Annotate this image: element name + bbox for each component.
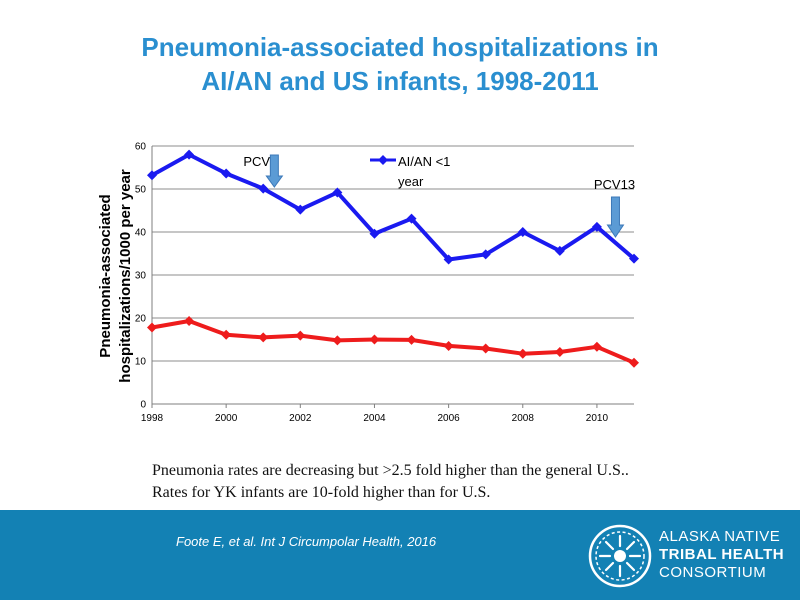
- data-point: [332, 187, 343, 198]
- data-point: [258, 332, 269, 343]
- legend-marker-aian: [378, 155, 388, 165]
- slide-title-line-1: Pneumonia-associated hospitalizations in: [141, 32, 659, 62]
- legend-label-line-1: AI/AN <1: [398, 154, 450, 169]
- citation: Foote E, et al. Int J Circumpolar Health…: [176, 534, 437, 549]
- y-axis-label-line-1: Pneumonia-associated: [97, 194, 114, 357]
- annotation-arrow-pcv7: [265, 154, 284, 188]
- y-tick-label: 0: [140, 400, 146, 411]
- y-axis-label-line-2: hospitalizations/1000 per year: [117, 169, 134, 383]
- legend-label-line-2: year: [398, 174, 424, 189]
- org-line-2: TRIBAL HEALTH: [659, 546, 785, 563]
- data-point: [629, 357, 639, 368]
- consortium-logo-icon: [588, 524, 652, 588]
- series-line-1: [151, 152, 636, 262]
- data-point: [258, 183, 269, 194]
- chart-legend: AI/AN <1 year: [370, 154, 450, 189]
- caption-line-1: Pneumonia rates are decreasing but >2.5 …: [152, 462, 629, 479]
- org-line-1: ALASKA NATIVE: [659, 528, 781, 545]
- data-point: [629, 253, 639, 264]
- data-point: [295, 330, 306, 341]
- data-point: [184, 316, 195, 327]
- x-tick-label: 2002: [289, 413, 312, 424]
- x-tick-label: 2006: [437, 413, 460, 424]
- data-point: [517, 348, 528, 359]
- annotation-label-pcv7: PCV7: [243, 154, 277, 169]
- data-point: [221, 168, 232, 179]
- annotation-label-pcv13: PCV13: [594, 177, 635, 192]
- x-tick-label: 2008: [512, 413, 535, 424]
- data-point: [369, 334, 380, 345]
- data-point: [406, 334, 417, 345]
- data-point: [517, 227, 528, 237]
- org-line-3: CONSORTIUM: [659, 564, 767, 581]
- data-point: [480, 249, 491, 260]
- y-tick-label: 40: [135, 228, 147, 239]
- data-point: [184, 149, 195, 160]
- data-point: [591, 221, 602, 232]
- data-point: [591, 341, 602, 352]
- data-point: [332, 335, 343, 346]
- x-tick-label: 1998: [141, 413, 164, 424]
- data-point: [369, 228, 380, 239]
- data-point: [221, 329, 232, 340]
- series-line-2: [151, 319, 635, 365]
- data-point: [443, 254, 454, 265]
- y-tick-label: 10: [135, 357, 147, 368]
- y-tick-label: 50: [135, 185, 147, 196]
- data-point: [480, 343, 491, 354]
- data-point: [147, 322, 157, 333]
- caption: Pneumonia rates are decreasing but >2.5 …: [152, 460, 712, 504]
- x-tick-label: 2004: [363, 413, 386, 424]
- x-tick-label: 2010: [586, 413, 609, 424]
- data-point: [554, 346, 565, 357]
- slide-title: Pneumonia-associated hospitalizations in…: [40, 30, 760, 98]
- y-tick-label: 20: [135, 314, 147, 325]
- x-tick-label: 2000: [215, 413, 238, 424]
- data-point: [147, 170, 157, 181]
- y-tick-label: 30: [135, 271, 147, 282]
- slide-title-line-2: AI/AN and US infants, 1998-2011: [201, 66, 599, 96]
- data-point: [406, 213, 417, 224]
- organization-name: ALASKA NATIVE TRIBAL HEALTH CONSORTIUM: [659, 528, 784, 582]
- caption-line-2: Rates for YK infants are 10-fold higher …: [152, 484, 491, 501]
- data-point: [295, 204, 306, 215]
- y-tick-label: 60: [135, 142, 147, 153]
- data-point: [443, 340, 454, 351]
- data-point: [554, 245, 565, 256]
- footer-bar: Foote E, et al. Int J Circumpolar Health…: [0, 510, 800, 600]
- line-chart: 0 10 20 30 40 50 60 1998 2000 2002 2004 2006 2008 201…: [97, 142, 639, 424]
- annotation-arrow-pcv13: [606, 196, 625, 238]
